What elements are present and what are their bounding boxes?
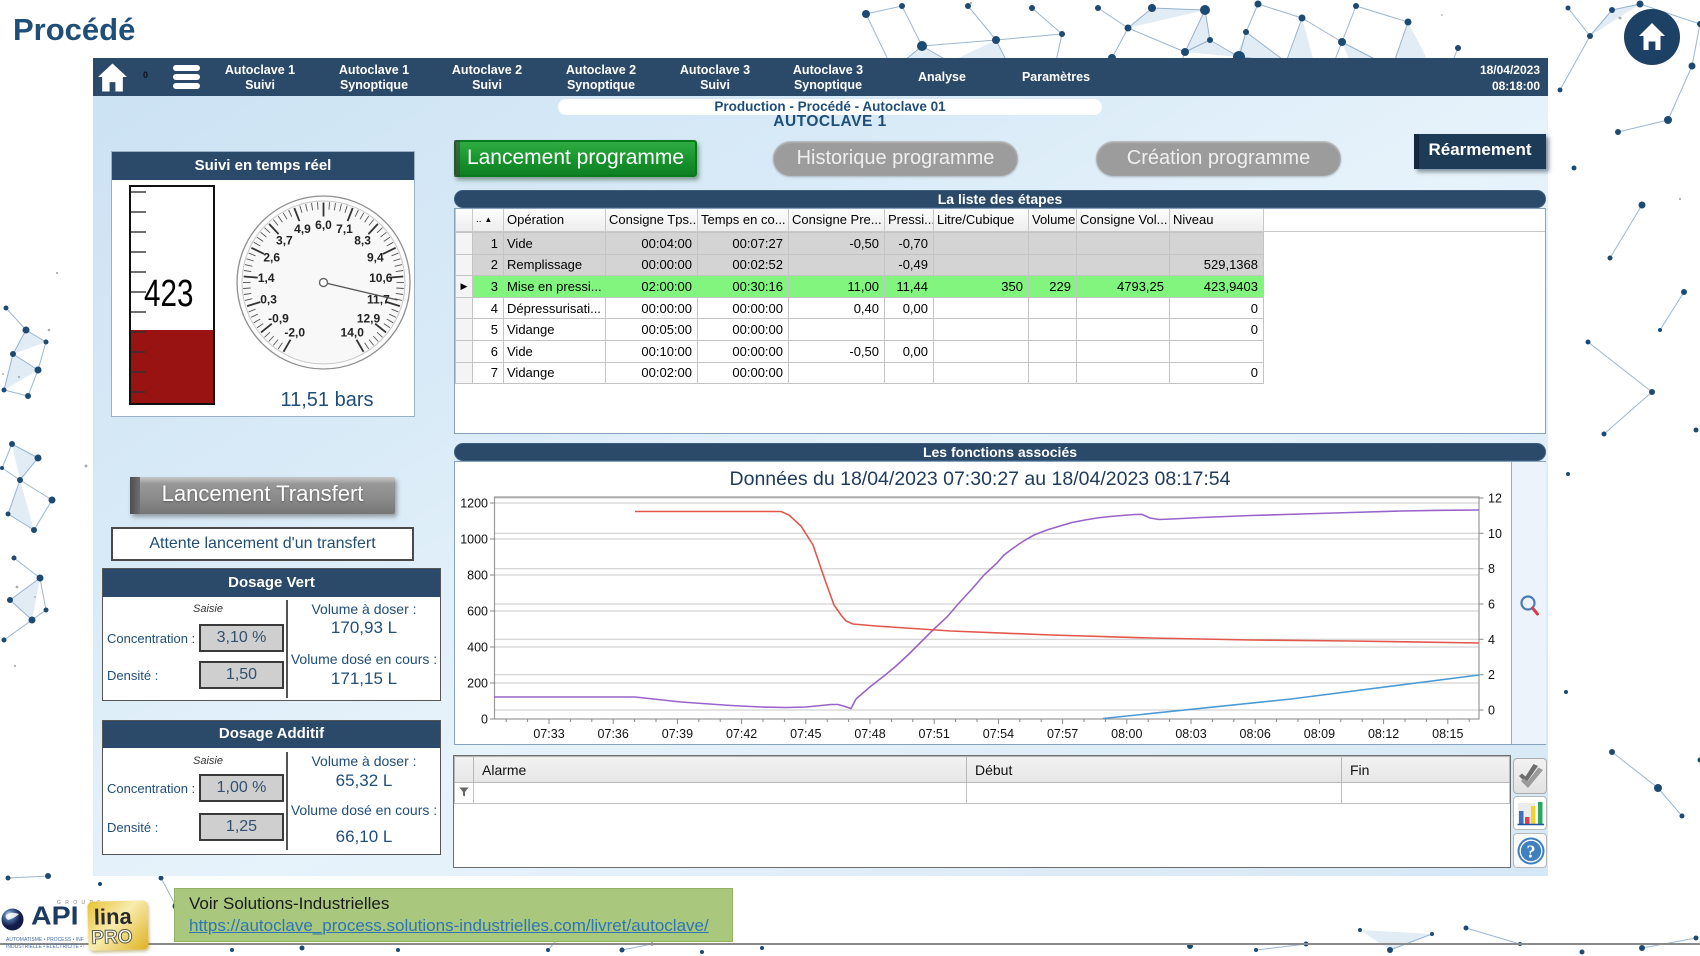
svg-text:6,0: 6,0 (315, 218, 332, 232)
svg-text:07:54: 07:54 (983, 727, 1014, 741)
svg-text:07:39: 07:39 (662, 727, 693, 741)
svg-text:08:12: 08:12 (1368, 727, 1399, 741)
svg-text:-2,0: -2,0 (284, 325, 305, 339)
svg-text:12,9: 12,9 (357, 311, 381, 325)
svg-text:8,3: 8,3 (354, 233, 371, 247)
svg-text:08:00: 08:00 (1111, 727, 1142, 741)
svg-text:7,1: 7,1 (336, 222, 353, 236)
svg-text:200: 200 (467, 677, 488, 691)
svg-text:4,9: 4,9 (294, 222, 311, 236)
svg-text:08:09: 08:09 (1304, 727, 1335, 741)
svg-text:07:57: 07:57 (1047, 727, 1078, 741)
svg-text:10,6: 10,6 (369, 271, 393, 285)
svg-text:6: 6 (1488, 598, 1495, 612)
svg-text:10: 10 (1488, 527, 1502, 541)
svg-text:07:36: 07:36 (598, 727, 629, 741)
svg-text:800: 800 (467, 569, 488, 583)
svg-text:08:06: 08:06 (1240, 727, 1271, 741)
svg-text:600: 600 (467, 605, 488, 619)
svg-text:0: 0 (1488, 704, 1495, 718)
svg-text:9,4: 9,4 (367, 251, 384, 265)
svg-text:0: 0 (481, 713, 488, 727)
svg-text:14,0: 14,0 (341, 325, 365, 339)
svg-text:2: 2 (1488, 668, 1495, 682)
svg-text:07:51: 07:51 (919, 727, 950, 741)
svg-text:08:15: 08:15 (1432, 727, 1463, 741)
svg-text:-0,9: -0,9 (268, 311, 289, 325)
svg-text:4: 4 (1488, 633, 1495, 647)
svg-text:?: ? (1527, 842, 1536, 862)
svg-text:11,7: 11,7 (367, 292, 390, 306)
svg-text:07:48: 07:48 (854, 727, 885, 741)
svg-text:07:45: 07:45 (790, 727, 821, 741)
svg-text:1200: 1200 (460, 497, 488, 511)
svg-text:1000: 1000 (460, 533, 488, 547)
svg-text:07:42: 07:42 (726, 727, 757, 741)
svg-text:08:03: 08:03 (1175, 727, 1206, 741)
svg-text:07:33: 07:33 (533, 727, 564, 741)
svg-text:400: 400 (467, 641, 488, 655)
svg-text:2,6: 2,6 (263, 251, 280, 265)
svg-text:12: 12 (1488, 492, 1502, 506)
svg-text:1,4: 1,4 (258, 271, 275, 285)
svg-text:3,7: 3,7 (276, 233, 293, 247)
svg-text:8: 8 (1488, 562, 1495, 576)
svg-text:0,3: 0,3 (260, 292, 277, 306)
